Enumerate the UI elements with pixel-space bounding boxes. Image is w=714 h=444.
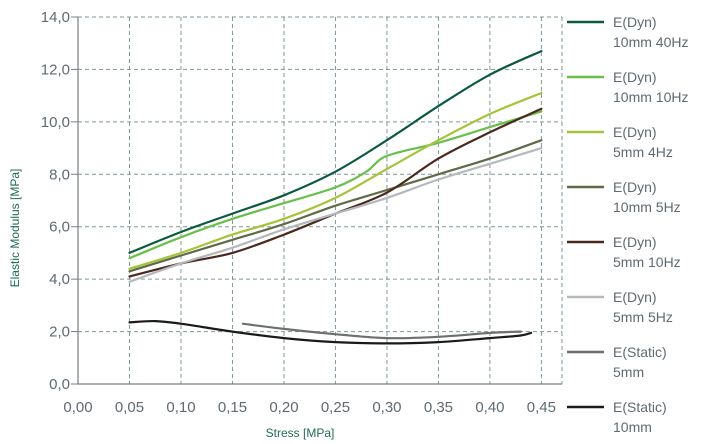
x-tick-label: 0,35 — [424, 399, 453, 416]
series-line-6 — [128, 147, 543, 283]
legend-label-line2: 5mm — [613, 364, 644, 380]
legend-label-line1: E(Static) — [613, 399, 667, 415]
legend-label-line2: 5mm 10Hz — [613, 254, 681, 270]
legend: E(Dyn) 10mm 40Hz E(Dyn) 10mm 10Hz E(Dyn) 5mm … — [567, 14, 688, 435]
x-tick-label: 0,20 — [269, 399, 298, 416]
legend-label-line1: E(Dyn) — [613, 14, 657, 30]
series-line-8 — [128, 319, 533, 345]
legend-label-line2: 5mm 4Hz — [613, 144, 673, 160]
legend-item: E(Dyn) 5mm 10Hz — [567, 234, 681, 270]
x-tick-label: 0,25 — [321, 399, 350, 416]
legend-item: E(Static) 5mm — [567, 344, 667, 380]
series-line-1 — [128, 50, 543, 254]
x-axis-label: Stress [MPa] — [266, 426, 335, 440]
x-tick-label: 0,45 — [527, 399, 556, 416]
legend-label-line2: 10mm 5Hz — [613, 199, 681, 215]
legend-item: E(Static) 10mm — [567, 399, 667, 435]
y-tick-label: 12,0 — [41, 61, 70, 78]
x-tick-label: 0,10 — [166, 399, 195, 416]
legend-label-line2: 10mm 40Hz — [613, 34, 688, 50]
y-tick-label: 10,0 — [41, 114, 70, 131]
x-tick-label: 0,05 — [115, 399, 144, 416]
series-line-3 — [128, 91, 543, 270]
x-tick-label: 0,15 — [218, 399, 247, 416]
y-tick-label: 8,0 — [49, 166, 70, 183]
legend-label-line1: E(Static) — [613, 344, 667, 360]
legend-label-line1: E(Dyn) — [613, 124, 657, 140]
legend-label-line1: E(Dyn) — [613, 234, 657, 250]
y-tick-label: 6,0 — [49, 219, 70, 236]
y-tick-label: 14,0 — [41, 9, 70, 26]
axes — [71, 16, 562, 385]
legend-item: E(Dyn) 10mm 10Hz — [567, 69, 688, 105]
legend-label-line1: E(Dyn) — [613, 179, 657, 195]
series-line-2 — [128, 110, 543, 260]
y-tick-label: 0,0 — [49, 376, 70, 393]
legend-label-line2: 10mm 10Hz — [613, 89, 688, 105]
legend-item: E(Dyn) 10mm 5Hz — [567, 179, 681, 215]
legend-label-line2: 5mm 5Hz — [613, 309, 673, 325]
legend-item: E(Dyn) 10mm 40Hz — [567, 14, 688, 50]
series-line-7 — [241, 322, 522, 340]
legend-label-line1: E(Dyn) — [613, 289, 657, 305]
legend-label-line2: 10mm — [613, 419, 652, 435]
series-lines — [128, 50, 543, 345]
x-tick-label: 0,00 — [63, 399, 92, 416]
grid — [78, 16, 563, 384]
series-line-4 — [128, 139, 543, 273]
legend-item: E(Dyn) 5mm 4Hz — [567, 124, 673, 160]
tick-labels: 0,00 0,05 0,10 0,15 0,20 0,25 0,30 0,35 0,40 0,45… — [41, 9, 556, 416]
y-axis-label: Elastic Modulus [MPa] — [8, 169, 22, 288]
legend-item: E(Dyn) 5mm 5Hz — [567, 289, 673, 325]
legend-label-line1: E(Dyn) — [613, 69, 657, 85]
y-tick-label: 4,0 — [49, 271, 70, 288]
y-tick-label: 2,0 — [49, 324, 70, 341]
x-tick-label: 0,30 — [372, 399, 401, 416]
x-tick-label: 0,40 — [475, 399, 504, 416]
